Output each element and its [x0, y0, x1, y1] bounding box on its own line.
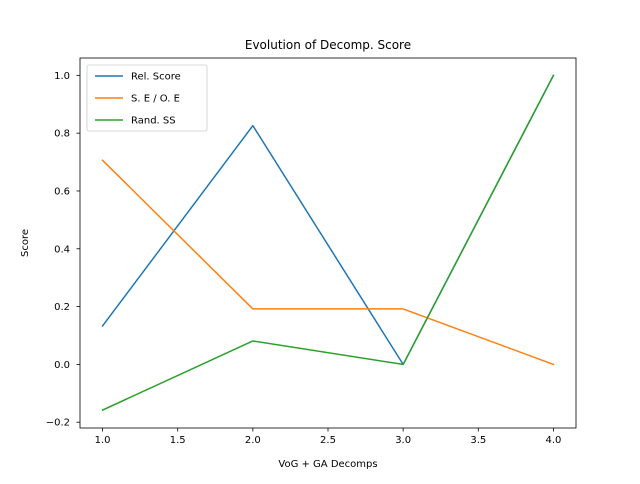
- chart-title: Evolution of Decomp. Score: [245, 38, 411, 52]
- series-layer: [101, 74, 555, 412]
- y-axis-ticks: −0.2 0.0 0.2 0.4 0.6 0.8 1.0: [46, 71, 80, 429]
- legend-label-3: Rand. SS: [131, 116, 176, 127]
- x-tick-label: 1.5: [170, 435, 186, 446]
- y-tick-label: 0.4: [54, 244, 70, 255]
- x-tick-label: 1.0: [95, 435, 111, 446]
- y-tick-label: 1.0: [54, 71, 70, 82]
- legend-label-2: S. E / O. E: [131, 94, 180, 105]
- legend-label-1: Rel. Score: [131, 72, 181, 83]
- x-axis-ticks: 1.0 1.5 2.0 2.5 3.0 3.5 4.0: [95, 428, 562, 446]
- x-tick-label: 3.5: [470, 435, 486, 446]
- x-tick-label: 2.5: [320, 435, 336, 446]
- y-tick-label: 0.0: [54, 360, 70, 371]
- y-tick-label: 0.8: [54, 129, 70, 140]
- series-line-2: [101, 159, 555, 366]
- y-axis-label: Score: [20, 229, 31, 257]
- x-tick-label: 2.0: [245, 435, 261, 446]
- x-tick-label: 4.0: [546, 435, 562, 446]
- x-axis-label: VoG + GA Decomps: [278, 459, 377, 470]
- y-tick-label: 0.2: [54, 302, 70, 313]
- x-tick-label: 3.0: [395, 435, 411, 446]
- legend-box: [86, 64, 208, 132]
- y-tick-label: −0.2: [46, 418, 70, 429]
- legend: Rel. Score S. E / O. E Rand. SS: [86, 64, 208, 132]
- series-line-3: [101, 74, 555, 412]
- y-tick-label: 0.6: [54, 186, 70, 197]
